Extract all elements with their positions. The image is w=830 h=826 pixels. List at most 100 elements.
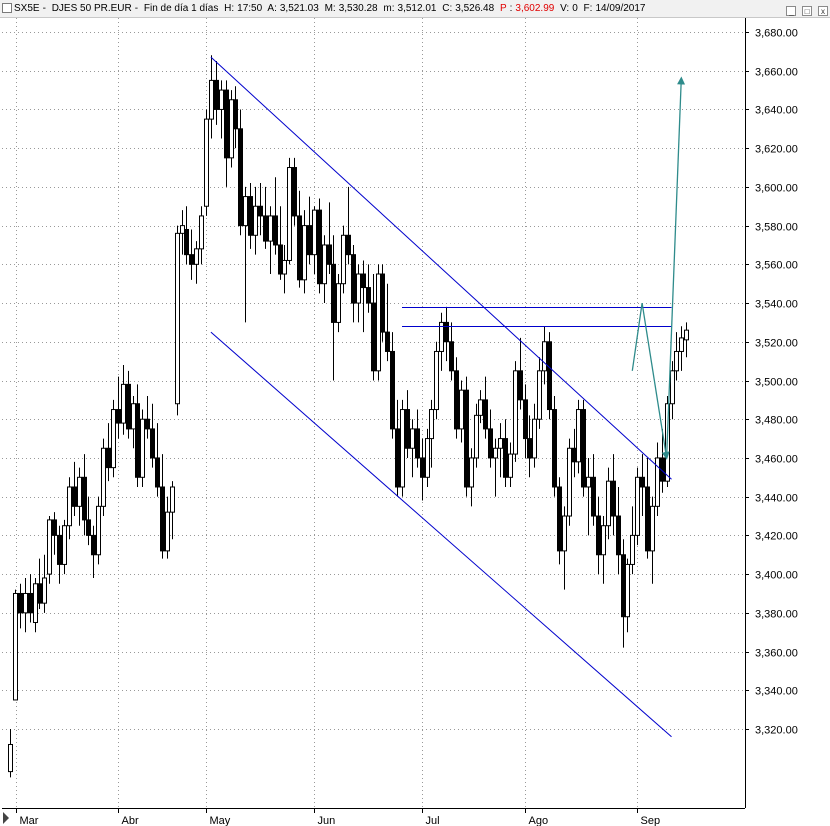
candle-body — [150, 428, 155, 459]
candle-body — [72, 486, 77, 507]
candle-body — [13, 592, 18, 701]
candle-body — [635, 476, 640, 536]
candle — [219, 80, 224, 139]
projection-segment — [641, 302, 670, 460]
candle — [684, 322, 689, 358]
close-button[interactable]: x — [818, 6, 828, 16]
candle — [356, 264, 361, 323]
c-value: 3,526.48 — [455, 3, 495, 14]
candle — [8, 729, 13, 778]
candle-body — [322, 244, 327, 285]
candle — [243, 186, 248, 323]
candle-body — [238, 128, 243, 227]
candle-body — [278, 244, 283, 275]
candle — [483, 376, 488, 439]
x-tick-label: Ago — [529, 815, 549, 826]
candle — [248, 183, 253, 249]
candle-body — [429, 409, 434, 440]
candle-body — [62, 525, 67, 565]
candle-body — [645, 486, 650, 552]
candle — [635, 467, 640, 546]
candle — [371, 274, 376, 381]
candle-body — [572, 447, 577, 463]
candle-body — [498, 438, 503, 449]
candle-body — [331, 263, 336, 323]
candle — [77, 467, 82, 526]
candle-body — [204, 118, 209, 207]
candle — [91, 525, 96, 578]
candle-body — [547, 341, 552, 411]
candle-body — [513, 370, 518, 455]
minimize-button[interactable]: _ — [786, 6, 797, 16]
c-label: C: — [442, 3, 453, 14]
candle — [160, 454, 165, 559]
candle — [116, 376, 121, 439]
candle-body — [52, 519, 57, 536]
period: Fin de día 1 días — [143, 3, 219, 14]
candle — [341, 225, 346, 294]
candle — [268, 206, 273, 275]
min-label: m: — [383, 3, 395, 14]
candle — [390, 332, 395, 439]
candle-body — [243, 196, 248, 227]
checkbox-icon[interactable] — [2, 3, 12, 13]
candle — [140, 409, 145, 487]
candle — [278, 206, 283, 280]
candle-body — [488, 428, 493, 459]
y-tick-label: 3,420.00 — [755, 531, 798, 543]
candle-body — [8, 743, 13, 773]
candle — [478, 390, 483, 424]
candle-body — [650, 505, 655, 552]
candle-body — [674, 350, 679, 372]
candle-body — [576, 409, 581, 463]
y-tick-label: 3,340.00 — [755, 686, 798, 698]
candle — [410, 419, 415, 478]
candle-body — [86, 519, 91, 536]
candle — [415, 409, 420, 468]
candle-body — [611, 480, 616, 517]
f-label: F: — [583, 3, 593, 14]
candle-body — [625, 563, 630, 618]
candle — [238, 109, 243, 236]
candle-body — [376, 273, 381, 372]
candle-body — [336, 283, 341, 323]
candle-body — [42, 577, 47, 604]
candle-body — [586, 476, 591, 488]
channel-lower-line — [210, 331, 672, 738]
candle — [175, 225, 180, 416]
x-tick-label: Sep — [641, 815, 661, 826]
symbol: SX5E — [14, 3, 40, 14]
candle-body — [483, 399, 488, 430]
candle-body — [126, 383, 131, 430]
candle-body — [449, 341, 454, 372]
a-value: 3,521.03 — [279, 3, 319, 14]
candle-body — [469, 457, 474, 488]
candle — [37, 558, 42, 609]
candle — [67, 477, 72, 540]
candle — [518, 337, 523, 410]
candle-body — [287, 167, 292, 261]
candle — [503, 419, 508, 487]
candle — [547, 332, 552, 420]
candle — [361, 260, 366, 333]
candle-body — [518, 370, 523, 401]
candle — [47, 516, 52, 584]
candle — [199, 206, 204, 265]
candle — [670, 361, 675, 420]
candle — [459, 380, 464, 443]
candle — [513, 361, 518, 462]
y-tick-label: 3,440.00 — [755, 493, 798, 505]
candle-body — [616, 515, 621, 556]
candle-body — [454, 370, 459, 430]
maximize-button[interactable]: □ — [802, 6, 813, 16]
y-tick-label: 3,620.00 — [755, 144, 798, 156]
candle — [616, 486, 621, 575]
candle — [194, 241, 199, 284]
quote-header: SX5E - DJES 50 PR.EUR - Fin de día 1 días … — [14, 3, 646, 14]
candle-body — [380, 273, 385, 333]
candle — [464, 376, 469, 497]
candle — [567, 438, 572, 526]
candle-body — [444, 321, 449, 343]
candle — [33, 577, 38, 633]
candle-body — [434, 350, 439, 411]
